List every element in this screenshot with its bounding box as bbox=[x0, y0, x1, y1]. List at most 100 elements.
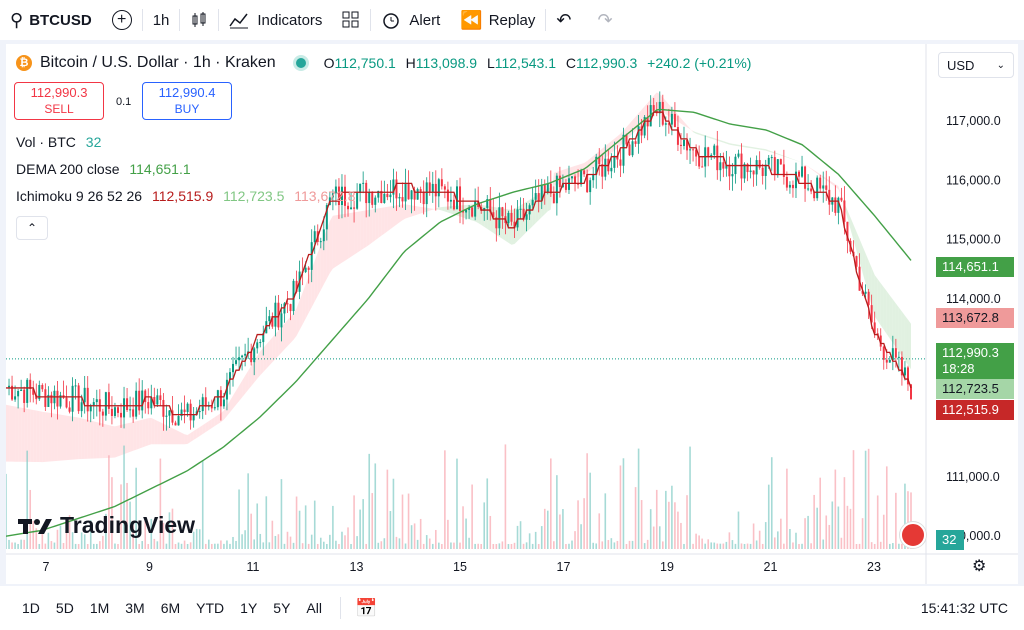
volume-bar bbox=[223, 543, 225, 549]
indicator-lines bbox=[6, 108, 912, 537]
volume-bar bbox=[89, 520, 92, 549]
candle-body bbox=[120, 412, 123, 418]
cloud-segment bbox=[756, 147, 760, 150]
sell-button[interactable]: 112,990.3 SELL bbox=[14, 82, 104, 120]
candle-body bbox=[374, 197, 377, 205]
volume-bar bbox=[628, 540, 631, 549]
indicator-dema[interactable]: DEMA 200 close 114,651.1 bbox=[16, 161, 191, 177]
volume-bar bbox=[792, 542, 794, 549]
volume-bar bbox=[882, 514, 885, 549]
range-button-6m[interactable]: 6M bbox=[160, 600, 181, 616]
alert-button[interactable]: Alert bbox=[371, 0, 450, 40]
volume-bar bbox=[350, 543, 352, 549]
cloud-segment bbox=[45, 412, 49, 462]
redo-button[interactable]: ↷ bbox=[587, 0, 628, 40]
candle-body bbox=[356, 192, 359, 209]
high-value: 113,098.9 bbox=[415, 55, 478, 71]
axis-settings-gear-icon[interactable]: ⚙ bbox=[972, 558, 987, 575]
range-button-5y[interactable]: 5Y bbox=[273, 600, 291, 616]
cloud-segment bbox=[786, 156, 790, 159]
cloud-segment bbox=[423, 207, 427, 213]
candle-body bbox=[41, 384, 44, 390]
candle-body bbox=[110, 408, 113, 416]
volume-bar bbox=[528, 533, 531, 549]
volume-bar bbox=[289, 536, 292, 549]
cloud-segment bbox=[317, 244, 321, 296]
volume-bar bbox=[537, 543, 540, 549]
range-button-3m[interactable]: 3M bbox=[125, 600, 145, 616]
indicator-volume[interactable]: Vol · BTC 32 bbox=[16, 134, 101, 150]
cloud-segment bbox=[24, 408, 28, 462]
cloud-segment bbox=[829, 180, 833, 185]
volume-bar bbox=[11, 542, 13, 549]
volume-bar bbox=[892, 543, 894, 549]
replay-button[interactable]: ⏪ Replay bbox=[450, 0, 545, 40]
range-button-1m[interactable]: 1M bbox=[89, 600, 110, 616]
price-axis[interactable]: 118,000.0117,000.0116,000.0115,000.0114,… bbox=[946, 55, 1001, 543]
time-axis[interactable]: 7 9 11 13 15 17 19 21 23 bbox=[43, 560, 881, 574]
volume-bar bbox=[571, 540, 573, 549]
volume-bar bbox=[141, 541, 144, 549]
base-line-price-tag: 112,515.9 bbox=[936, 400, 1014, 420]
volume-bar bbox=[232, 536, 234, 549]
candle-body bbox=[897, 356, 900, 358]
volume-bar bbox=[604, 493, 607, 549]
cloud-segment bbox=[838, 186, 842, 197]
candle-body bbox=[910, 384, 912, 400]
volume-bar bbox=[689, 446, 691, 549]
collapse-legend-button[interactable]: ⌃ bbox=[16, 216, 48, 240]
volume-bar bbox=[80, 532, 83, 549]
cloud-segment bbox=[420, 206, 424, 214]
volume-bar bbox=[876, 495, 879, 549]
candle-body bbox=[764, 164, 767, 176]
cloud-segment bbox=[853, 224, 857, 251]
cloud-segment bbox=[84, 419, 88, 459]
candle-body bbox=[489, 199, 492, 213]
volume-bar bbox=[413, 523, 416, 549]
indicators-button[interactable]: Indicators bbox=[219, 0, 332, 40]
goto-date-calendar-icon[interactable]: 📅 bbox=[354, 597, 378, 618]
cloud-segment bbox=[145, 418, 149, 447]
volume-bar bbox=[147, 543, 150, 549]
range-button-1y[interactable]: 1Y bbox=[240, 600, 258, 616]
symbol-search[interactable]: ⚲ BTCUSD bbox=[0, 0, 102, 40]
candle-body bbox=[574, 176, 577, 184]
candle-body bbox=[564, 183, 567, 190]
chart-type-button[interactable] bbox=[180, 0, 218, 40]
range-button-5d[interactable]: 5D bbox=[55, 600, 74, 616]
cloud-segment bbox=[269, 337, 273, 366]
compare-button[interactable]: + bbox=[102, 0, 142, 40]
volume-bar bbox=[26, 450, 28, 549]
buy-button[interactable]: 112,990.4 BUY bbox=[142, 82, 232, 120]
undo-button[interactable]: ↶ bbox=[546, 0, 587, 40]
candle-body bbox=[232, 363, 235, 373]
range-button-1d[interactable]: 1D bbox=[22, 600, 40, 616]
chart-pane[interactable]: 118,000.0117,000.0116,000.0115,000.0114,… bbox=[6, 44, 1018, 584]
cloud-segment bbox=[735, 144, 739, 147]
candle-body bbox=[135, 390, 138, 417]
volume-bar bbox=[662, 541, 664, 549]
volume-bar bbox=[108, 455, 110, 549]
range-button-ytd[interactable]: YTD bbox=[196, 600, 225, 616]
utc-clock[interactable]: 15:41:32 UTC bbox=[920, 600, 1008, 616]
range-button-all[interactable]: All bbox=[306, 600, 322, 616]
cloud-segment bbox=[151, 417, 155, 445]
volume-bar bbox=[207, 539, 210, 549]
candle-body bbox=[292, 280, 295, 312]
cloud-segment bbox=[12, 405, 16, 462]
cloud-segment bbox=[680, 118, 684, 126]
volume-bar bbox=[840, 537, 843, 549]
price-chart[interactable]: 118,000.0117,000.0116,000.0115,000.0114,… bbox=[6, 44, 1018, 584]
cloud-segment bbox=[175, 429, 179, 445]
cloud-segment bbox=[717, 139, 721, 142]
volume-bar bbox=[453, 542, 455, 549]
indicator-ichimoku[interactable]: Ichimoku 9 26 52 26 112,515.9 112,723.5 … bbox=[16, 188, 356, 204]
span-b-price-tag: 113,672.8 bbox=[936, 308, 1014, 328]
candle-body bbox=[822, 185, 825, 189]
interval-button[interactable]: 1h bbox=[143, 0, 180, 40]
templates-button[interactable] bbox=[332, 0, 370, 40]
economic-event-flag-icon[interactable] bbox=[900, 522, 926, 548]
volume-bar bbox=[873, 543, 876, 549]
currency-select[interactable]: USD ⌄ bbox=[938, 52, 1014, 78]
volume-bar bbox=[556, 475, 558, 549]
